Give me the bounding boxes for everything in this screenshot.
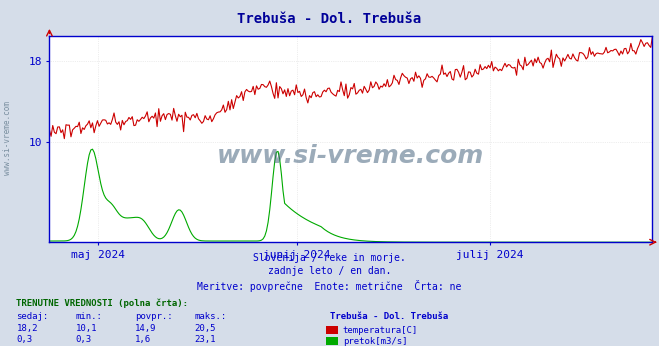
Text: 0,3: 0,3 — [76, 335, 92, 344]
Text: pretok[m3/s]: pretok[m3/s] — [343, 337, 407, 346]
Text: temperatura[C]: temperatura[C] — [343, 326, 418, 335]
Text: Trebuša - Dol. Trebuša: Trebuša - Dol. Trebuša — [237, 12, 422, 26]
Text: 23,1: 23,1 — [194, 335, 216, 344]
Text: Trebuša - Dol. Trebuša: Trebuša - Dol. Trebuša — [330, 312, 447, 321]
Text: www.si-vreme.com: www.si-vreme.com — [217, 144, 484, 168]
Text: 1,6: 1,6 — [135, 335, 151, 344]
Text: maks.:: maks.: — [194, 312, 227, 321]
Text: povpr.:: povpr.: — [135, 312, 173, 321]
Text: TRENUTNE VREDNOSTI (polna črta):: TRENUTNE VREDNOSTI (polna črta): — [16, 299, 188, 308]
Text: 18,2: 18,2 — [16, 324, 38, 333]
Text: zadnje leto / en dan.: zadnje leto / en dan. — [268, 266, 391, 276]
Text: min.:: min.: — [76, 312, 103, 321]
Text: sedaj:: sedaj: — [16, 312, 49, 321]
Text: Slovenija / reke in morje.: Slovenija / reke in morje. — [253, 253, 406, 263]
Text: 20,5: 20,5 — [194, 324, 216, 333]
Text: Meritve: povprečne  Enote: metrične  Črta: ne: Meritve: povprečne Enote: metrične Črta:… — [197, 280, 462, 292]
Text: 10,1: 10,1 — [76, 324, 98, 333]
Text: 14,9: 14,9 — [135, 324, 157, 333]
Text: www.si-vreme.com: www.si-vreme.com — [3, 101, 13, 175]
Text: 0,3: 0,3 — [16, 335, 32, 344]
